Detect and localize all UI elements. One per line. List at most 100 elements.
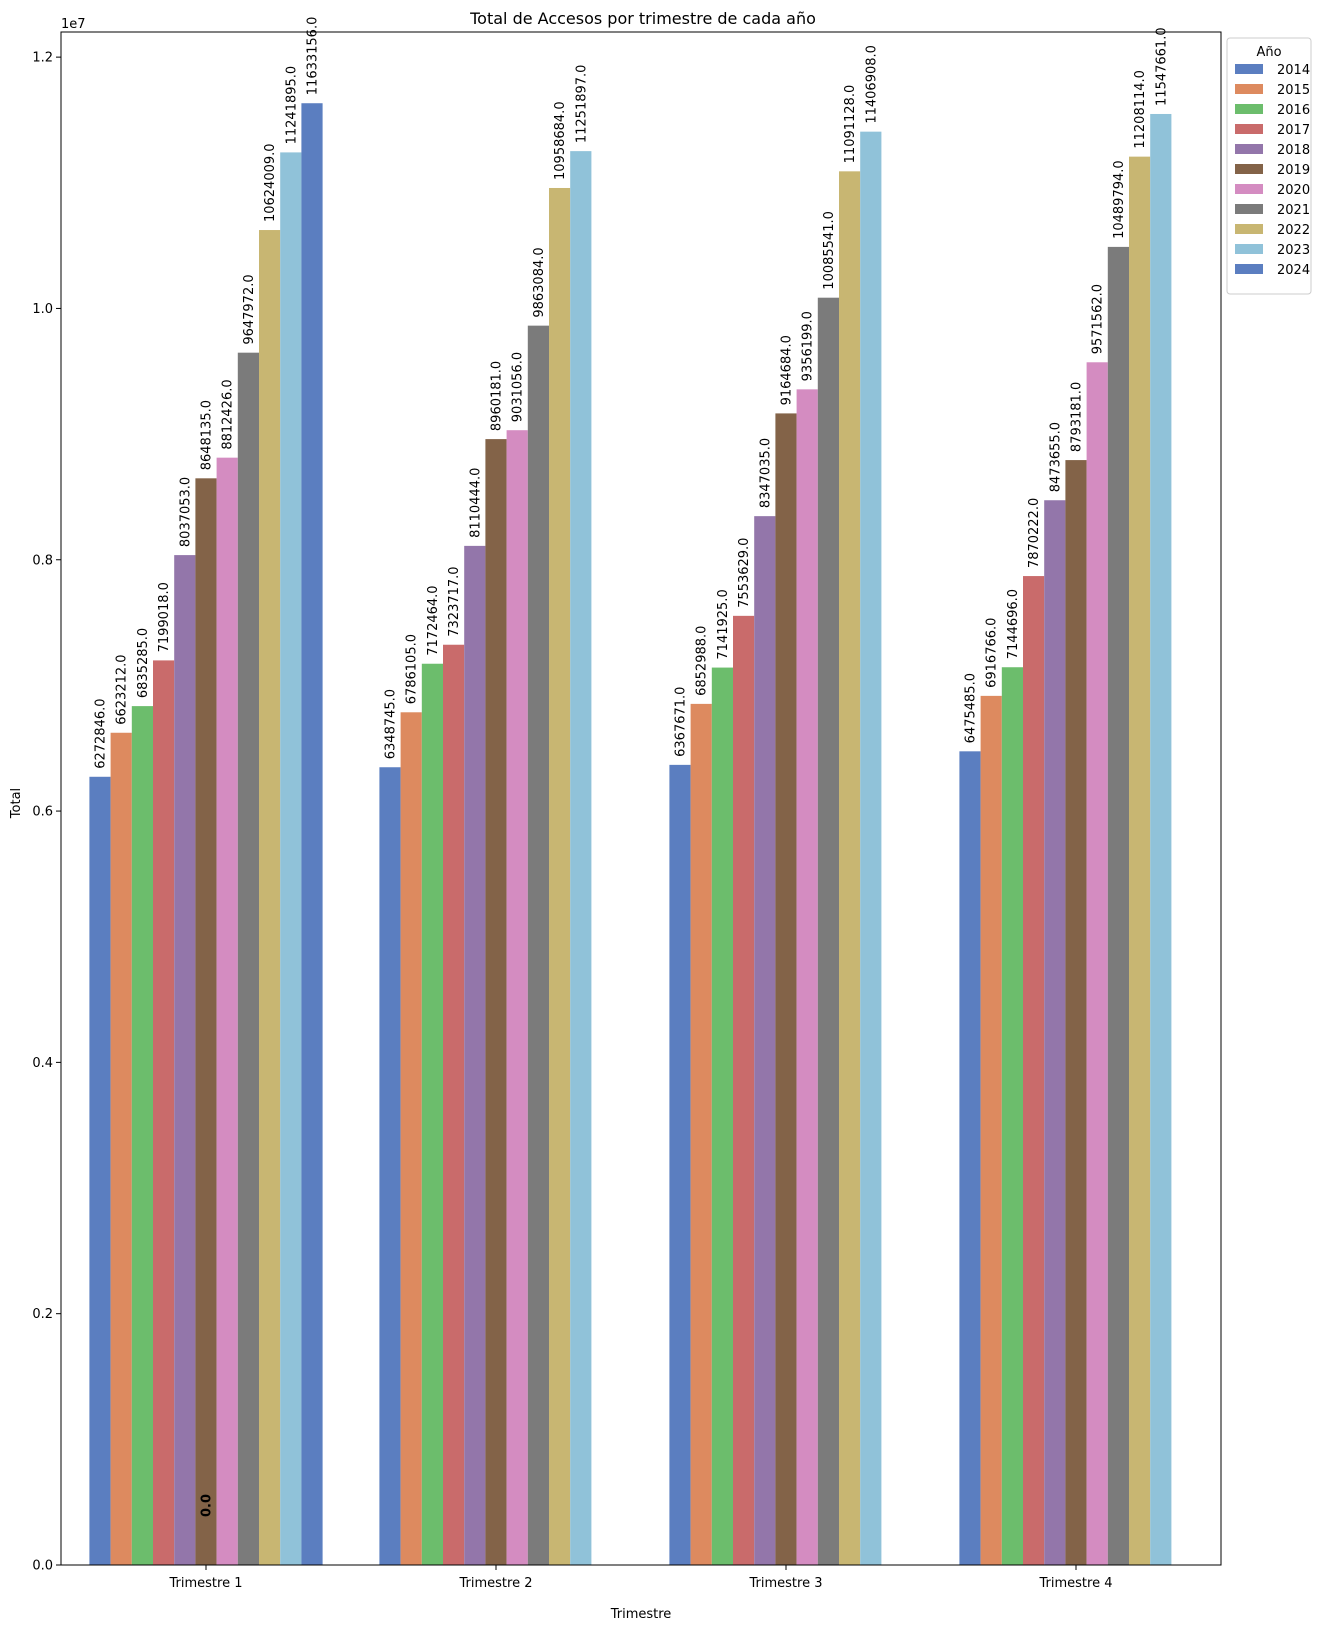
bar-2018-1 [174, 555, 196, 1565]
bar-value-label: 11241895.0 [284, 66, 299, 145]
legend-swatch-2015 [1235, 84, 1263, 94]
bar-2016-3 [711, 667, 733, 1565]
bar-2018-3 [754, 516, 776, 1565]
legend-swatch-2016 [1235, 104, 1263, 114]
bar-value-label: 6623212.0 [115, 654, 130, 724]
bar-2021-2 [527, 325, 549, 1565]
x-tick-label: Trimestre 3 [749, 1576, 823, 1591]
bar-2015-3 [690, 703, 712, 1565]
bar-value-label: 6348745.0 [384, 689, 399, 759]
bar-2020-3 [796, 389, 818, 1566]
legend-swatch-2023 [1235, 244, 1263, 254]
y-tick-label: 0.4 [32, 1056, 53, 1071]
bar-value-label: 8793181.0 [1070, 382, 1085, 452]
bar-value-label: 11208114.0 [1133, 70, 1148, 149]
y-tick-label: 0.8 [32, 553, 53, 568]
bar-2019-2 [485, 439, 507, 1566]
bar-value-label: 9647972.0 [242, 274, 257, 344]
bar-value-label: 7553629.0 [737, 538, 752, 608]
legend-label-2017: 2017 [1277, 123, 1310, 138]
legend-label-2015: 2015 [1277, 83, 1310, 98]
bar-2015-1 [110, 732, 132, 1565]
x-tick-label: Trimestre 4 [1039, 1576, 1113, 1591]
bar-2020-1 [216, 457, 238, 1566]
bar-2020-4 [1086, 362, 1108, 1565]
legend-swatch-2021 [1235, 204, 1263, 214]
bar-value-label: 11406908.0 [864, 45, 879, 124]
bar-value-label: 6475485.0 [964, 673, 979, 743]
bar-2014-2 [379, 767, 401, 1565]
bar-value-label: 9863084.0 [532, 247, 547, 317]
bar-2016-4 [1001, 667, 1023, 1565]
bar-value-label: 8648135.0 [200, 400, 215, 470]
legend-swatch-2017 [1235, 124, 1263, 134]
y-tick-label: 1.0 [32, 302, 53, 317]
plot-frame [60, 31, 1222, 1566]
bars-layer [89, 103, 1172, 1566]
bar-value-label: 6852988.0 [695, 626, 710, 696]
legend: Año 2014 2015 2016 2017 2018 2019 2020 2021 2022… [1226, 37, 1312, 295]
legend-label-2024: 2024 [1277, 263, 1310, 278]
bar-2020-2 [506, 430, 528, 1565]
legend-label-2018: 2018 [1277, 143, 1310, 158]
y-tick-label: 0.2 [32, 1307, 53, 1322]
bar-value-label: 9164684.0 [780, 335, 795, 405]
bar-value-label: 7144696.0 [1006, 589, 1021, 659]
y-tick-label: 1.2 [32, 51, 53, 66]
bar-2019-1 [195, 478, 217, 1565]
bar-2016-1 [131, 706, 153, 1565]
legend-label-2020: 2020 [1277, 183, 1310, 198]
bar-value-label: 10085541.0 [822, 211, 837, 290]
annotation-label: 0.0 [200, 1494, 215, 1517]
y-axis-label: Total [9, 788, 24, 819]
bar-2023-2 [570, 151, 592, 1566]
bar-2014-4 [959, 751, 981, 1565]
bar-2022-4 [1129, 156, 1151, 1565]
x-tick-label: Trimestre 1 [169, 1576, 243, 1591]
bar-2018-2 [464, 545, 486, 1565]
bar-value-label: 11633156.0 [306, 17, 321, 96]
value-labels-layer: 6272846.0 6348745.0 6367671.0 6475485.0 6623… [94, 17, 1170, 1517]
bar-2017-2 [443, 644, 465, 1565]
bar-2018-4 [1044, 500, 1066, 1566]
bar-value-label: 8812426.0 [221, 379, 236, 449]
bar-2023-1 [280, 152, 302, 1566]
x-tick-label: Trimestre 2 [459, 1576, 533, 1591]
legend-swatch-2020 [1235, 184, 1263, 194]
x-axis: Trimestre 1 Trimestre 2 Trimestre 3 Trimest… [169, 1565, 1113, 1591]
y-axis: 0.0 0.2 0.4 0.6 0.8 1.0 1.2 [32, 51, 61, 1574]
legend-label-2022: 2022 [1277, 223, 1310, 238]
legend-items: 2014 2015 2016 2017 2018 2019 2020 2021 2022 2023… [1235, 63, 1310, 278]
bar-2019-4 [1065, 460, 1087, 1565]
bar-2021-4 [1107, 246, 1129, 1565]
bar-value-label: 8473655.0 [1048, 422, 1063, 492]
bar-value-label: 8110444.0 [468, 468, 483, 538]
y-tick-label: 0.0 [32, 1559, 53, 1574]
bar-2015-4 [980, 695, 1002, 1565]
bar-value-label: 7199018.0 [157, 582, 172, 652]
bar-2019-3 [775, 413, 797, 1565]
bar-2016-2 [421, 663, 443, 1565]
y-axis-scale-label: 1e7 [61, 17, 86, 32]
bar-value-label: 7172464.0 [426, 585, 441, 655]
bar-value-label: 11251897.0 [574, 65, 589, 144]
bar-value-label: 6786105.0 [405, 634, 420, 704]
bar-value-label: 9356199.0 [801, 311, 816, 381]
bar-value-label: 7870222.0 [1027, 498, 1042, 568]
bar-value-label: 11547661.0 [1154, 27, 1169, 106]
legend-title: Año [1256, 45, 1281, 60]
bar-2022-1 [259, 230, 281, 1565]
bar-2017-1 [153, 660, 175, 1565]
chart-title: Total de Accesos por trimestre de cada a… [469, 9, 816, 28]
bar-2017-4 [1023, 576, 1045, 1565]
legend-label-2023: 2023 [1277, 243, 1310, 258]
bar-2022-3 [839, 171, 861, 1565]
bar-value-label: 6916766.0 [985, 618, 1000, 688]
bar-value-label: 6835285.0 [136, 628, 151, 698]
legend-label-2016: 2016 [1277, 103, 1310, 118]
bar-value-label: 7141925.0 [716, 589, 731, 659]
legend-label-2019: 2019 [1277, 163, 1310, 178]
legend-label-2021: 2021 [1277, 203, 1310, 218]
